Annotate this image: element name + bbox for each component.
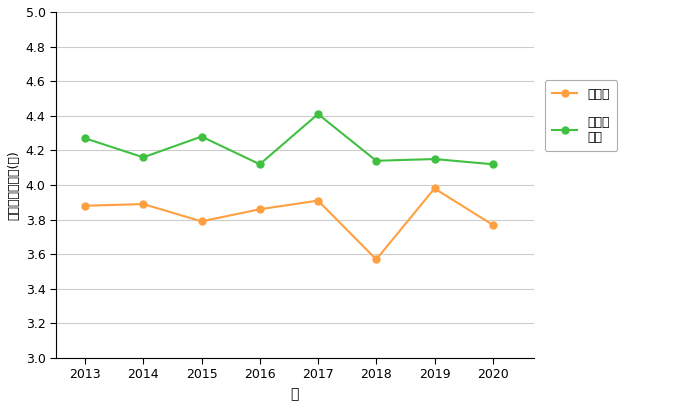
市街地
以外 [198, 134, 206, 139]
市街地
以外 [430, 157, 438, 162]
市街地 [430, 186, 438, 191]
市街地 [81, 203, 89, 208]
X-axis label: 年: 年 [291, 387, 299, 401]
Legend: 市街地, 市街地
以外: 市街地, 市街地 以外 [544, 80, 617, 151]
Line: 市街地
以外: 市街地 以外 [81, 111, 496, 168]
市街地
以外 [314, 112, 322, 117]
市街地 [314, 198, 322, 203]
市街地 [372, 257, 380, 262]
市街地
以外 [81, 136, 89, 141]
市街地 [488, 222, 497, 227]
市街地 [139, 202, 147, 206]
市街地
以外 [256, 162, 264, 167]
市街地 [256, 207, 264, 212]
市街地
以外 [139, 155, 147, 160]
市街地
以外 [372, 158, 380, 163]
市街地 [198, 219, 206, 224]
市街地
以外 [488, 162, 497, 167]
Line: 市街地: 市街地 [81, 185, 496, 263]
Y-axis label: 平均巣立ち雛数(羽): 平均巣立ち雛数(羽) [7, 150, 20, 220]
